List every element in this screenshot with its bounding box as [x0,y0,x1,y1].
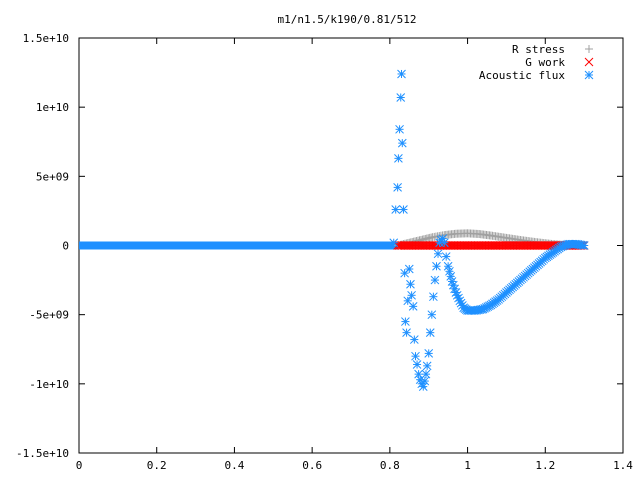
x-tick-label: 0.2 [147,459,167,472]
acoustic-flux-point [424,349,434,358]
legend-marker [584,57,594,67]
acoustic-flux-point [429,292,438,302]
acoustic-flux-point [421,369,431,379]
y-tick-label: -1e+10 [29,378,69,391]
legend-label: G work [525,56,565,69]
acoustic-flux-point [420,376,430,386]
acoustic-flux-point [441,252,451,261]
acoustic-flux-point [411,351,420,361]
acoustic-flux-point [412,360,422,369]
acoustic-flux-point [579,241,589,250]
acoustic-flux-point [430,275,440,285]
y-tick-label: 0 [62,240,69,253]
y-axis: 1.5e+10 1e+10 5e+09 0 -5e+09 -1e+10 -1.5e+10 [16,32,623,460]
y-tick-label: -5e+09 [29,309,69,322]
acoustic-flux-point [394,153,403,163]
series-layer [79,69,589,391]
acoustic-flux-point [397,138,407,148]
legend-label: R stress [512,43,565,56]
legend-label: Acoustic flux [479,69,565,82]
acoustic-flux-point [389,238,399,248]
acoustic-flux-point [408,302,418,311]
acoustic-flux-point [425,328,435,338]
acoustic-flux-point [443,261,453,271]
acoustic-flux-point [401,317,410,326]
x-tick-label: 0.4 [224,459,244,472]
x-tick-label: 1.2 [535,459,555,472]
x-tick-label: 0 [76,459,83,472]
acoustic-flux-point [407,290,416,300]
acoustic-flux-point [445,266,454,276]
acoustic-flux-point [397,69,406,79]
y-tick-label: 1.5e+10 [23,32,69,45]
acoustic-flux-point [399,205,408,214]
acoustic-flux-baseline-points [79,241,398,250]
g-work-series [393,241,589,250]
x-tick-label: 1 [464,459,471,472]
acoustic-flux-point [433,249,443,259]
acoustic-flux-point [409,335,419,344]
acoustic-flux-point [439,238,449,248]
y-tick-label: -1.5e+10 [16,447,69,460]
x-axis: 0 0.2 0.4 0.6 0.8 1 1.2 1.4 [76,38,633,472]
acoustic-flux-point [402,328,411,338]
acoustic-flux-point [446,272,456,281]
acoustic-flux-point [422,361,432,371]
x-tick-label: 0.6 [302,459,322,472]
acoustic-flux-point [396,93,406,102]
acoustic-flux-point [393,183,402,192]
acoustic-flux-point [404,264,414,274]
y-tick-label: 5e+09 [36,170,69,183]
x-tick-label: 0.8 [380,459,400,472]
legend-marker [585,45,593,53]
acoustic-flux-point [432,261,441,271]
acoustic-flux-series [389,69,589,391]
acoustic-flux-point [418,382,428,391]
legend-marker [584,70,594,80]
chart-title: m1/n1.5/k190/0.81/512 [277,13,416,26]
acoustic-flux-point [395,124,404,134]
acoustic-flux-point [406,279,415,289]
acoustic-flux-point [427,310,437,320]
acoustic-flux-point [391,205,401,214]
x-tick-label: 1.4 [613,459,633,472]
y-tick-label: 1e+10 [36,101,69,114]
